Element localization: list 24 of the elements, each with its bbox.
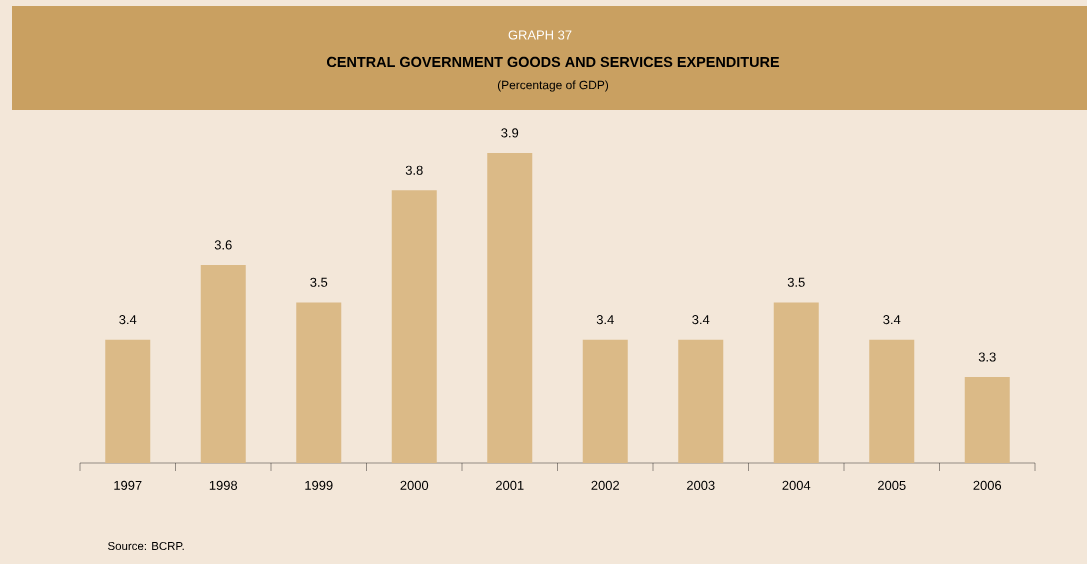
x-tick-label: 2004 [782, 480, 811, 490]
x-tick-label: 2005 [878, 480, 906, 490]
data-label: 3.5 [787, 277, 805, 287]
data-label: 3.3 [978, 352, 996, 362]
source-note: Source: BCRP. [108, 541, 184, 551]
data-label: 3.4 [883, 315, 901, 325]
data-label: 3.9 [501, 128, 519, 138]
caption: GRAPH 37 [508, 30, 572, 40]
data-label: 3.4 [596, 315, 614, 325]
x-tick-label: 2002 [591, 480, 619, 490]
x-tick-label: 1997 [114, 480, 142, 490]
data-label: 3.4 [692, 315, 710, 325]
data-label: 3.8 [405, 165, 423, 175]
data-label: 3.5 [310, 277, 328, 287]
data-label: 3.4 [119, 315, 137, 325]
x-tick-label: 1999 [305, 480, 333, 490]
x-tick-label: 2006 [973, 480, 1002, 490]
x-tick-label: 1998 [209, 480, 238, 490]
x-tick-label: 2000 [400, 480, 429, 490]
chart-title: CENTRAL GOVERNMENT GOODS AND SERVICES EXPENDITURE [326, 56, 780, 68]
x-tick-label: 2001 [496, 480, 524, 490]
data-label: 3.6 [214, 240, 232, 250]
x-tick-label: 2003 [687, 480, 715, 490]
chart-subtitle: (Percentage of GDP) [497, 80, 609, 92]
